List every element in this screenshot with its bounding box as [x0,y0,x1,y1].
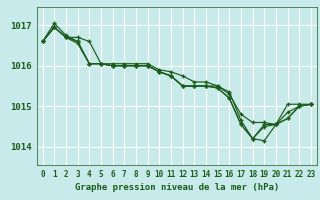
X-axis label: Graphe pression niveau de la mer (hPa): Graphe pression niveau de la mer (hPa) [75,183,279,192]
